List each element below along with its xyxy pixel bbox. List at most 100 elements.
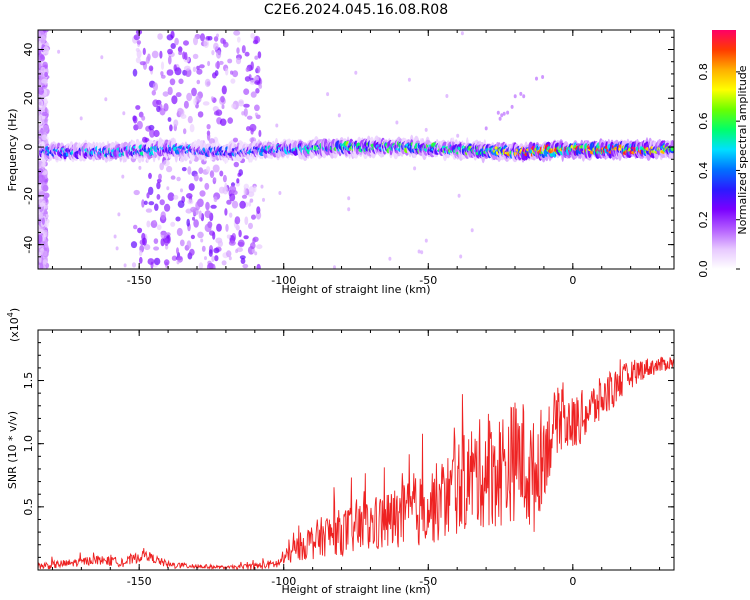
heatmap-cell	[173, 194, 179, 200]
heatmap-cell	[179, 239, 185, 247]
heatmap-cell	[256, 263, 261, 269]
heatmap-cell	[193, 219, 199, 228]
heatmap-cell	[193, 98, 197, 106]
heatmap-cell	[213, 36, 219, 42]
heatmap-cell	[38, 114, 43, 122]
heatmap-cell	[151, 50, 159, 59]
heatmap-cell	[79, 116, 83, 121]
heatmap-cell	[347, 196, 351, 201]
heatmap-cell	[235, 249, 239, 254]
heatmap-cell	[204, 256, 207, 261]
heatmap-cell	[502, 111, 506, 116]
y-tick-label: 1.5	[22, 372, 35, 390]
heatmap-cell	[217, 240, 223, 247]
heatmap-cell	[226, 234, 231, 239]
heatmap-cell	[333, 265, 336, 269]
heatmap-cell	[241, 45, 246, 54]
heatmap-cell	[176, 260, 180, 265]
snr-line-layer	[38, 356, 674, 570]
heatmap-cell	[170, 221, 176, 227]
heatmap-cell	[183, 40, 189, 46]
heatmap-cell	[193, 36, 198, 46]
heatmap-cell	[176, 227, 183, 237]
snr-multiplier-prefix: (x10	[8, 317, 21, 342]
heatmap-cell	[198, 262, 204, 269]
heatmap-cell	[163, 103, 169, 112]
heatmap-cell	[506, 110, 510, 115]
heatmap-cell	[460, 31, 464, 36]
heatmap-cell	[229, 193, 236, 202]
heatmap-cell	[218, 60, 224, 65]
heatmap-cell	[498, 116, 502, 121]
heatmap-cell	[146, 220, 151, 228]
heatmap-cell	[135, 105, 141, 110]
heatmap-cell	[220, 95, 225, 103]
heatmap-cell	[211, 263, 216, 269]
heatmap-cell	[117, 212, 121, 217]
heatmap-cell	[248, 222, 253, 230]
heatmap-cell	[41, 134, 48, 141]
heatmap-cell	[198, 210, 202, 219]
heatmap-cell	[42, 61, 48, 69]
heatmap-cell	[38, 176, 43, 181]
heatmap-cell	[142, 237, 147, 246]
heatmap-cell	[160, 211, 166, 220]
heatmap-cell	[149, 129, 155, 138]
heatmap-cell	[223, 41, 229, 48]
heatmap-cell	[227, 117, 233, 124]
heatmap-cell	[167, 48, 173, 55]
heatmap-cell	[141, 115, 146, 121]
x-tick-label: -100	[271, 575, 296, 588]
heatmap-cell	[160, 231, 167, 239]
heatmap-cell	[193, 173, 199, 182]
heatmap-cell	[235, 57, 242, 65]
heatmap-cell	[213, 111, 220, 116]
heatmap-cell	[204, 210, 212, 219]
heatmap-cell	[143, 200, 148, 205]
figure-title: C2E6.2024.045.16.08.R08	[264, 2, 448, 18]
heatmap-cell	[231, 200, 239, 209]
heatmap-cell	[347, 207, 351, 212]
heatmap-cell	[204, 223, 212, 233]
heatmap-cell	[196, 79, 201, 85]
heatmap-cell	[176, 176, 181, 182]
heatmap-cell	[146, 192, 150, 199]
heatmap-cell	[174, 37, 179, 46]
x-tick-label: -100	[271, 274, 296, 287]
heatmap-cell	[167, 86, 173, 96]
heatmap-cell	[213, 196, 218, 203]
heatmap-cell	[167, 192, 175, 202]
heatmap-cell	[244, 76, 251, 82]
heatmap-cell	[226, 199, 232, 205]
heatmap-cell	[141, 199, 145, 208]
heatmap-cell	[199, 190, 206, 197]
heatmap-cell	[239, 255, 246, 260]
heatmap-cell	[210, 204, 217, 209]
heatmap-cell	[212, 72, 217, 79]
heatmap-cell	[167, 117, 172, 122]
heatmap-cell	[510, 104, 514, 109]
heatmap-cell	[43, 97, 48, 104]
heatmap-cell	[186, 240, 192, 249]
heatmap-cell	[197, 111, 204, 118]
colorbar-tick-label: 0.6	[697, 112, 710, 130]
heatmap-cell	[162, 91, 169, 97]
heatmap-cell	[137, 227, 143, 234]
heatmap-cell	[230, 78, 236, 84]
heatmap-cell	[132, 68, 138, 77]
y-tick-label: 0	[22, 144, 35, 151]
heatmap-cell	[147, 258, 155, 265]
heatmap-cell	[230, 70, 234, 75]
heatmap-cell	[262, 197, 265, 202]
heatmap-cell	[145, 56, 150, 64]
heatmap-cell	[226, 250, 232, 258]
heatmap-cell	[189, 248, 195, 256]
heatmap-cell	[236, 178, 240, 184]
heatmap-cell	[133, 189, 140, 196]
heatmap-cell	[160, 61, 165, 70]
heatmap-cell	[148, 124, 155, 131]
x-tick-label: -50	[419, 274, 437, 287]
heatmap-cell	[192, 53, 199, 60]
heatmap-cell	[169, 124, 173, 132]
heatmap-cell	[156, 224, 162, 231]
